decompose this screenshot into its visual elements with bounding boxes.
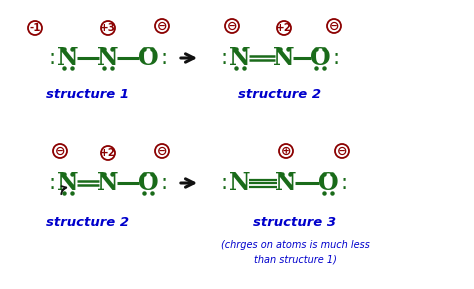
Text: :: :	[220, 48, 228, 68]
Text: ⊖: ⊖	[157, 19, 167, 32]
Text: N: N	[275, 171, 297, 195]
Text: (chrges on atoms is much less: (chrges on atoms is much less	[220, 240, 369, 250]
Text: ⊕: ⊕	[281, 144, 291, 158]
Text: N: N	[273, 46, 295, 70]
Text: structure 2: structure 2	[238, 88, 321, 101]
Text: than structure 1): than structure 1)	[254, 255, 337, 265]
Text: O: O	[318, 171, 338, 195]
Text: :: :	[161, 48, 167, 68]
Text: ⊖: ⊖	[337, 144, 347, 158]
Text: -1: -1	[29, 23, 41, 33]
Text: :: :	[161, 173, 167, 193]
Text: structure 3: structure 3	[254, 216, 337, 229]
Text: O: O	[137, 46, 158, 70]
Text: ⊖: ⊖	[55, 144, 65, 158]
Text: O: O	[137, 171, 158, 195]
Text: structure 2: structure 2	[46, 216, 129, 229]
Text: +2: +2	[276, 23, 292, 33]
Text: N: N	[229, 46, 251, 70]
Text: :: :	[48, 48, 55, 68]
Text: N: N	[97, 46, 119, 70]
Text: +2: +2	[100, 148, 116, 158]
Text: N: N	[97, 171, 119, 195]
Text: structure 1: structure 1	[46, 88, 129, 101]
Text: :: :	[220, 173, 228, 193]
Text: :: :	[340, 173, 347, 193]
Text: N: N	[57, 46, 79, 70]
Text: ⊖: ⊖	[329, 19, 339, 32]
Text: ⊖: ⊖	[227, 19, 237, 32]
Text: N: N	[57, 171, 79, 195]
Text: :: :	[48, 173, 55, 193]
Text: N: N	[229, 171, 251, 195]
FancyArrowPatch shape	[61, 186, 66, 194]
Text: O: O	[310, 46, 330, 70]
Text: +3: +3	[100, 23, 116, 33]
Text: :: :	[332, 48, 339, 68]
Text: ⊖: ⊖	[157, 144, 167, 158]
